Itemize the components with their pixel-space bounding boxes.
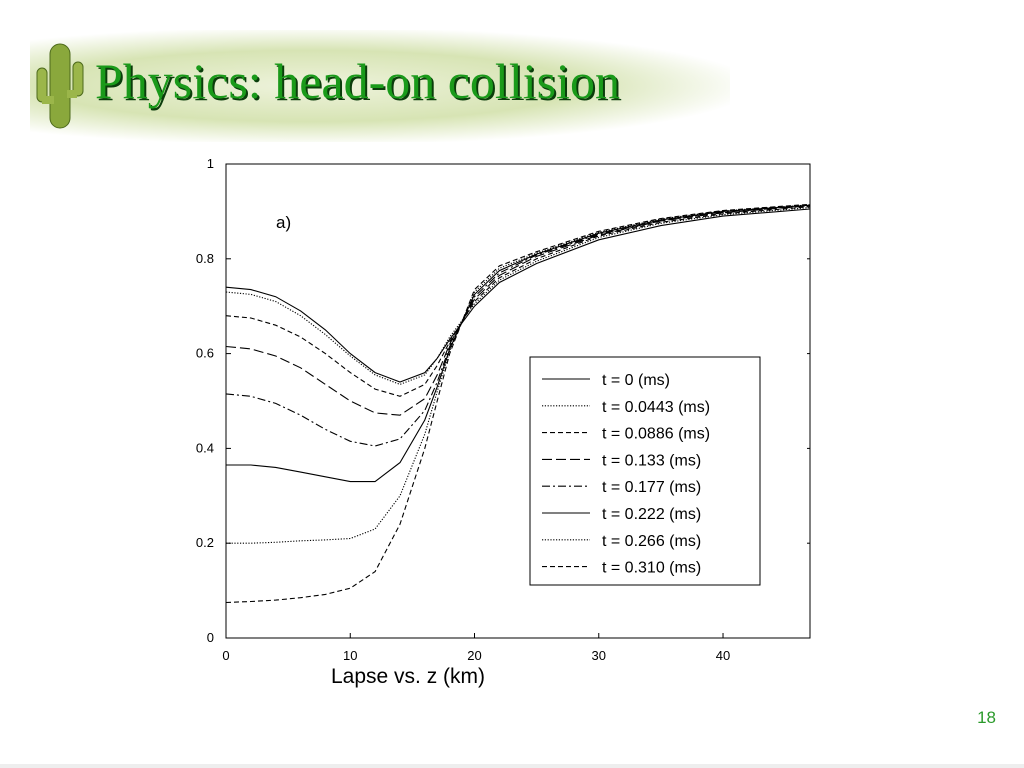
x-tick-label: 10 [343, 648, 357, 663]
header-band [30, 30, 730, 142]
series-line [226, 204, 811, 544]
series-line [225, 203, 811, 604]
y-tick-label: 0 [207, 630, 214, 645]
plot-frame [225, 163, 811, 639]
x-axis-label: Lapse vs. z (km) [331, 665, 485, 688]
y-tick-label: 0.6 [196, 346, 214, 361]
legend-label: t = 0.222 (ms) [602, 506, 701, 523]
series-line [225, 205, 811, 447]
legend-label: t = 0.0886 (ms) [602, 426, 710, 443]
y-tick-label: 1 [207, 156, 214, 171]
annotation: a) [276, 213, 291, 232]
page-number: 18 [977, 708, 996, 727]
legend-label: t = 0.310 (ms) [602, 560, 701, 577]
legend-label: t = 0.133 (ms) [602, 452, 701, 469]
series-line [225, 206, 811, 397]
bottom-line [0, 764, 1024, 768]
cactus-logo [36, 43, 84, 129]
legend-label: t = 0.0443 (ms) [602, 399, 710, 416]
y-tick-label: 0.8 [196, 251, 214, 266]
x-tick-label: 30 [592, 648, 606, 663]
series-line [225, 208, 811, 383]
slide-title: Physics: head-on collision [95, 53, 620, 109]
series-line [226, 204, 811, 483]
x-tick-label: 20 [467, 648, 481, 663]
x-tick-label: 40 [716, 648, 730, 663]
legend-label: t = 0.177 (ms) [602, 479, 701, 496]
series-line [225, 205, 811, 416]
legend-label: t = 0.266 (ms) [602, 533, 701, 550]
series-line [225, 207, 811, 385]
y-tick-label: 0.2 [196, 535, 214, 550]
y-tick-label: 0.4 [196, 440, 214, 455]
legend-label: t = 0 (ms) [602, 372, 670, 389]
x-tick-label: 0 [222, 648, 229, 663]
legend-box [529, 356, 761, 586]
